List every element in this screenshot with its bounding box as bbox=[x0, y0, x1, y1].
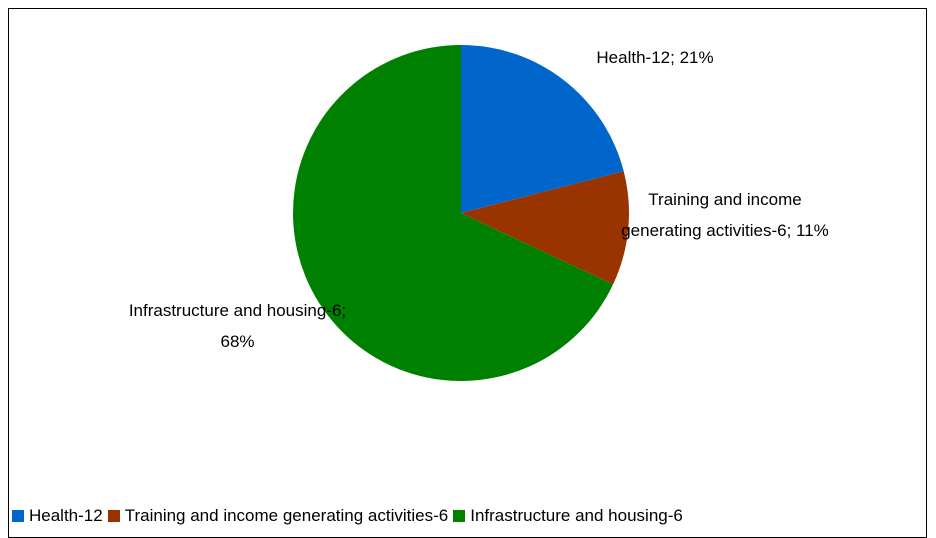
legend-item: Infrastructure and housing-6 bbox=[453, 506, 683, 526]
legend: Health-12 Training and income generating … bbox=[12, 505, 688, 527]
legend-swatch bbox=[107, 510, 120, 522]
data-label: Training and income generating activitie… bbox=[621, 190, 829, 240]
legend-label: Health-12 bbox=[29, 506, 103, 525]
data-label: Health-12; 21% bbox=[596, 48, 714, 67]
pie-slice bbox=[461, 171, 629, 285]
legend-label: Training and income generating activitie… bbox=[124, 506, 449, 525]
data-label: Infrastructure and housing-6; 68% bbox=[128, 301, 347, 351]
legend-item: Training and income generating activitie… bbox=[107, 506, 449, 526]
pie-slice bbox=[292, 45, 614, 381]
legend-swatch bbox=[12, 510, 24, 522]
legend-label: Infrastructure and housing-6 bbox=[470, 506, 683, 525]
pie-slice bbox=[461, 45, 624, 213]
legend-item: Health-12 bbox=[12, 506, 103, 526]
legend-swatch bbox=[453, 510, 466, 522]
